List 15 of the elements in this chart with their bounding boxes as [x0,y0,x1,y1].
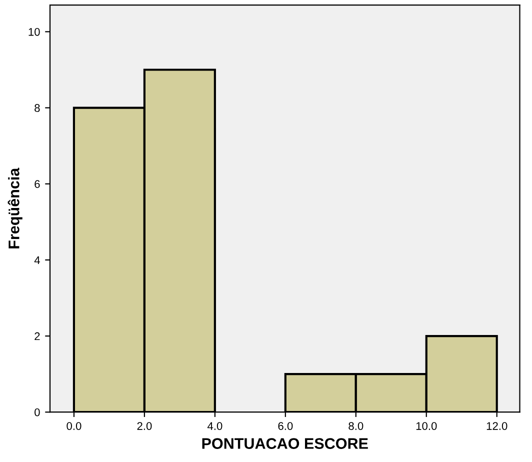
y-tick-label: 2 [34,332,40,340]
x-tick-label: 4.0 [207,422,222,430]
y-axis-title: Freqüência [8,168,22,248]
x-tick-label: 12.0 [486,422,508,430]
x-tick-label: 6.0 [278,422,293,430]
x-axis-title: PONTUACAO ESCORE [202,438,368,449]
y-tick-label: 8 [34,104,40,112]
y-tick-label: 0 [34,408,40,416]
y-tick-label: 10 [28,28,40,36]
x-tick-label: 2.0 [137,422,152,430]
x-tick-label: 0.0 [66,422,82,430]
y-tick-label: 4 [34,256,40,264]
x-tick-label: 10.0 [416,422,437,430]
x-tick-label: 8.0 [348,422,364,430]
y-tick-label: 6 [34,180,40,188]
